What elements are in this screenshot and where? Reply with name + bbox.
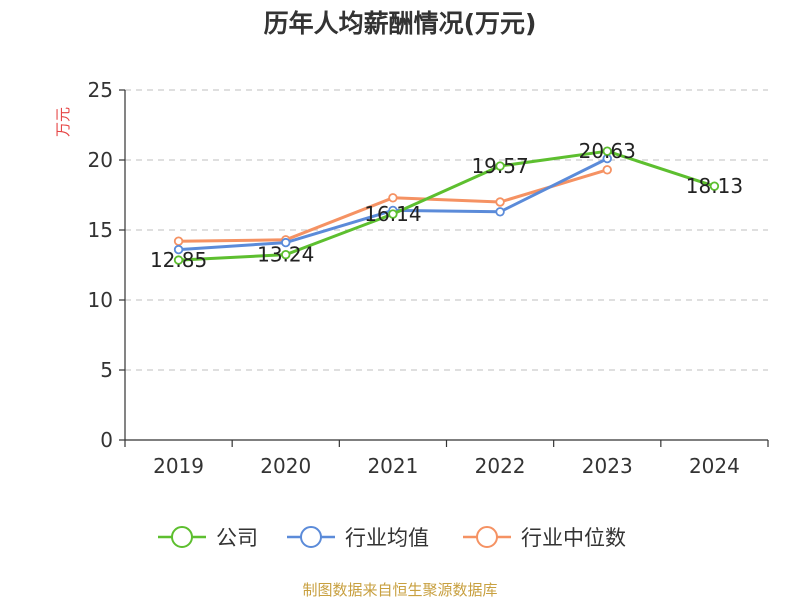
y-tick-label: 10 — [88, 288, 113, 312]
data-point — [495, 207, 505, 217]
y-tick-label: 20 — [88, 148, 113, 172]
y-tick-label: 15 — [88, 218, 113, 242]
legend: 公司 行业均值 行业中位数 — [158, 526, 626, 550]
data-label: 20.63 — [579, 139, 636, 163]
x-tick-label: 2021 — [367, 454, 418, 478]
data-point — [709, 181, 720, 191]
legend-label: 公司 — [216, 526, 258, 550]
data-point — [173, 236, 184, 246]
legend-item: 行业中位数 — [463, 526, 626, 550]
legend-circle-icon — [300, 526, 322, 548]
series-0 — [173, 146, 720, 265]
data-label: 19.57 — [471, 154, 528, 178]
legend-circle-icon — [171, 526, 193, 548]
data-labels: 12.85 13.24 16.14 19.57 20.63 18.13 — [150, 139, 743, 272]
series-lines — [173, 146, 720, 265]
data-point — [388, 209, 398, 219]
axes: 0 5 10 15 20 25 2019 2020 2021 2022 2023 2024 — [88, 78, 769, 478]
series-line — [178, 149, 715, 262]
data-point — [281, 249, 291, 260]
data-point — [495, 161, 505, 171]
x-tick-label: 2022 — [475, 454, 526, 478]
x-tick-label: 2019 — [153, 454, 204, 478]
data-label: 12.85 — [150, 248, 207, 272]
x-tick-label: 2020 — [260, 454, 311, 478]
data-point — [388, 193, 398, 203]
data-point — [173, 244, 184, 255]
data-point — [173, 255, 184, 265]
x-tick-label: 2024 — [689, 454, 740, 478]
data-point — [602, 165, 612, 175]
y-tick-label: 5 — [100, 358, 113, 382]
data-point — [602, 146, 612, 156]
legend-circle-icon — [476, 526, 498, 548]
y-axis-label: 万元 — [54, 107, 72, 137]
chart-title: 历年人均薪酬情况(万元) — [264, 9, 537, 38]
grid-lines — [125, 89, 768, 371]
source-note: 制图数据来自恒生聚源数据库 — [302, 581, 497, 599]
legend-item: 行业均值 — [287, 526, 429, 550]
y-tick-label: 0 — [100, 428, 113, 452]
legend-item: 公司 — [158, 526, 258, 550]
y-tick-label: 25 — [88, 78, 113, 102]
legend-label: 行业均值 — [345, 526, 429, 550]
x-tick-label: 2023 — [582, 454, 633, 478]
data-point — [281, 237, 291, 248]
legend-label: 行业中位数 — [521, 526, 626, 550]
data-label: 18.13 — [686, 174, 743, 198]
data-label: 16.14 — [364, 202, 421, 226]
data-label: 13.24 — [257, 243, 314, 267]
data-point — [495, 197, 505, 207]
